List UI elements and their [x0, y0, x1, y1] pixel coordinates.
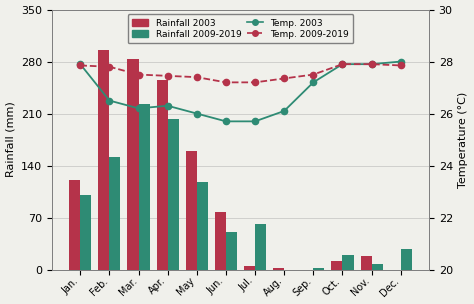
Temp. 2009-2019	[194, 75, 200, 79]
Bar	[244, 266, 255, 270]
Temp. 2003	[223, 119, 229, 123]
Bar	[156, 80, 168, 270]
Temp. 2003	[310, 81, 316, 84]
Bar	[226, 233, 237, 270]
Bar	[313, 268, 324, 270]
Bar	[138, 104, 150, 270]
Temp. 2003	[107, 99, 112, 102]
Temp. 2003	[194, 112, 200, 116]
Y-axis label: Rainfall (mm): Rainfall (mm)	[6, 102, 16, 178]
Temp. 2003	[282, 109, 287, 113]
Temp. 2003	[252, 119, 258, 123]
Bar	[215, 212, 226, 270]
Bar	[273, 268, 284, 270]
Temp. 2003	[369, 62, 374, 66]
Temp. 2009-2019	[77, 64, 83, 67]
Bar	[69, 180, 80, 270]
Bar	[128, 59, 138, 270]
Line: Temp. 2009-2019: Temp. 2009-2019	[77, 61, 404, 85]
Temp. 2009-2019	[339, 62, 345, 66]
Temp. 2003	[136, 106, 141, 110]
Bar	[331, 261, 342, 270]
Temp. 2009-2019	[165, 74, 171, 78]
Temp. 2009-2019	[136, 73, 141, 76]
Bar	[168, 119, 179, 270]
Bar	[186, 151, 197, 270]
Temp. 2009-2019	[369, 62, 374, 66]
Bar	[342, 255, 354, 270]
Bar	[98, 50, 109, 270]
Temp. 2009-2019	[282, 77, 287, 80]
Bar	[401, 249, 412, 270]
Bar	[109, 157, 120, 270]
Temp. 2009-2019	[107, 65, 112, 69]
Bar	[372, 264, 383, 270]
Temp. 2003	[165, 104, 171, 108]
Temp. 2009-2019	[223, 81, 229, 84]
Legend: Rainfall 2003, Rainfall 2009-2019, Temp. 2003, Temp. 2009-2019: Rainfall 2003, Rainfall 2009-2019, Temp.…	[128, 14, 354, 43]
Y-axis label: Temperature (°C): Temperature (°C)	[458, 92, 468, 188]
Bar	[361, 256, 372, 270]
Temp. 2003	[339, 62, 345, 66]
Bar	[197, 182, 208, 270]
Line: Temp. 2003: Temp. 2003	[77, 58, 404, 124]
Bar	[80, 195, 91, 270]
Temp. 2003	[77, 62, 83, 66]
Temp. 2003	[398, 60, 403, 63]
Bar	[255, 223, 266, 270]
Temp. 2009-2019	[398, 64, 403, 67]
Temp. 2009-2019	[310, 73, 316, 76]
Temp. 2009-2019	[252, 81, 258, 84]
